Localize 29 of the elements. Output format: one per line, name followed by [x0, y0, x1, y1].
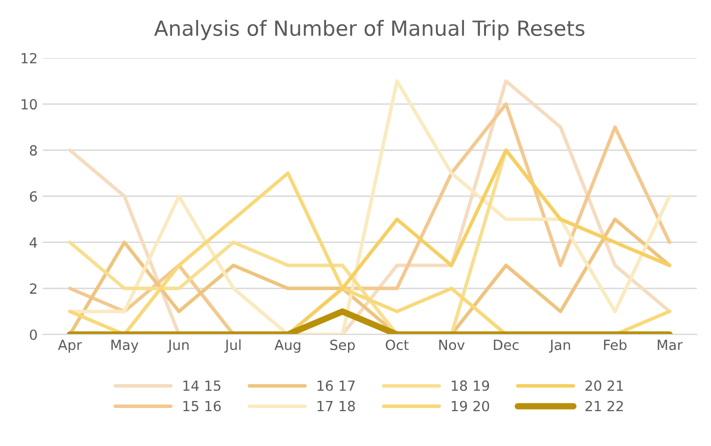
- x-tick-label: Dec: [494, 340, 519, 350]
- x-tick-label: Sep: [330, 340, 355, 353]
- x-tick-label: Oct: [386, 340, 409, 350]
- legend-label: 18 19: [452, 380, 490, 391]
- x-tick-label: Nov: [439, 340, 465, 350]
- y-tick-label: 6: [30, 191, 37, 202]
- x-tick-label: Mar: [658, 340, 683, 350]
- x-tick-label: May: [111, 340, 138, 353]
- y-tick-label: 12: [22, 52, 36, 64]
- y-tick-label: 10: [22, 99, 37, 110]
- legend-label: 15 16: [183, 400, 221, 412]
- y-tick-label: 4: [30, 237, 38, 248]
- legend-label: 16 17: [318, 380, 355, 391]
- chart-title: Analysis of Number of Manual Trip Resets: [154, 20, 584, 40]
- line-series: [68, 218, 672, 334]
- legend-label: 14 15: [183, 380, 220, 391]
- x-tick-label: Jul: [224, 339, 241, 353]
- x-tick-label: Aug: [274, 340, 300, 353]
- legend-label: 21 22: [586, 400, 623, 412]
- y-tick-label: 0: [30, 329, 37, 340]
- x-tick-label: Feb: [604, 339, 627, 350]
- x-tick-label: Apr: [58, 340, 82, 353]
- legend-label: 19 20: [452, 400, 490, 412]
- y-tick-label: 8: [30, 145, 37, 156]
- legend-label: 20 21: [586, 380, 623, 391]
- x-tick-label: Jun: [167, 340, 189, 353]
- y-tick-label: 2: [30, 283, 36, 294]
- x-tick-label: Jan: [549, 340, 570, 353]
- legend-label: 17 18: [318, 400, 355, 412]
